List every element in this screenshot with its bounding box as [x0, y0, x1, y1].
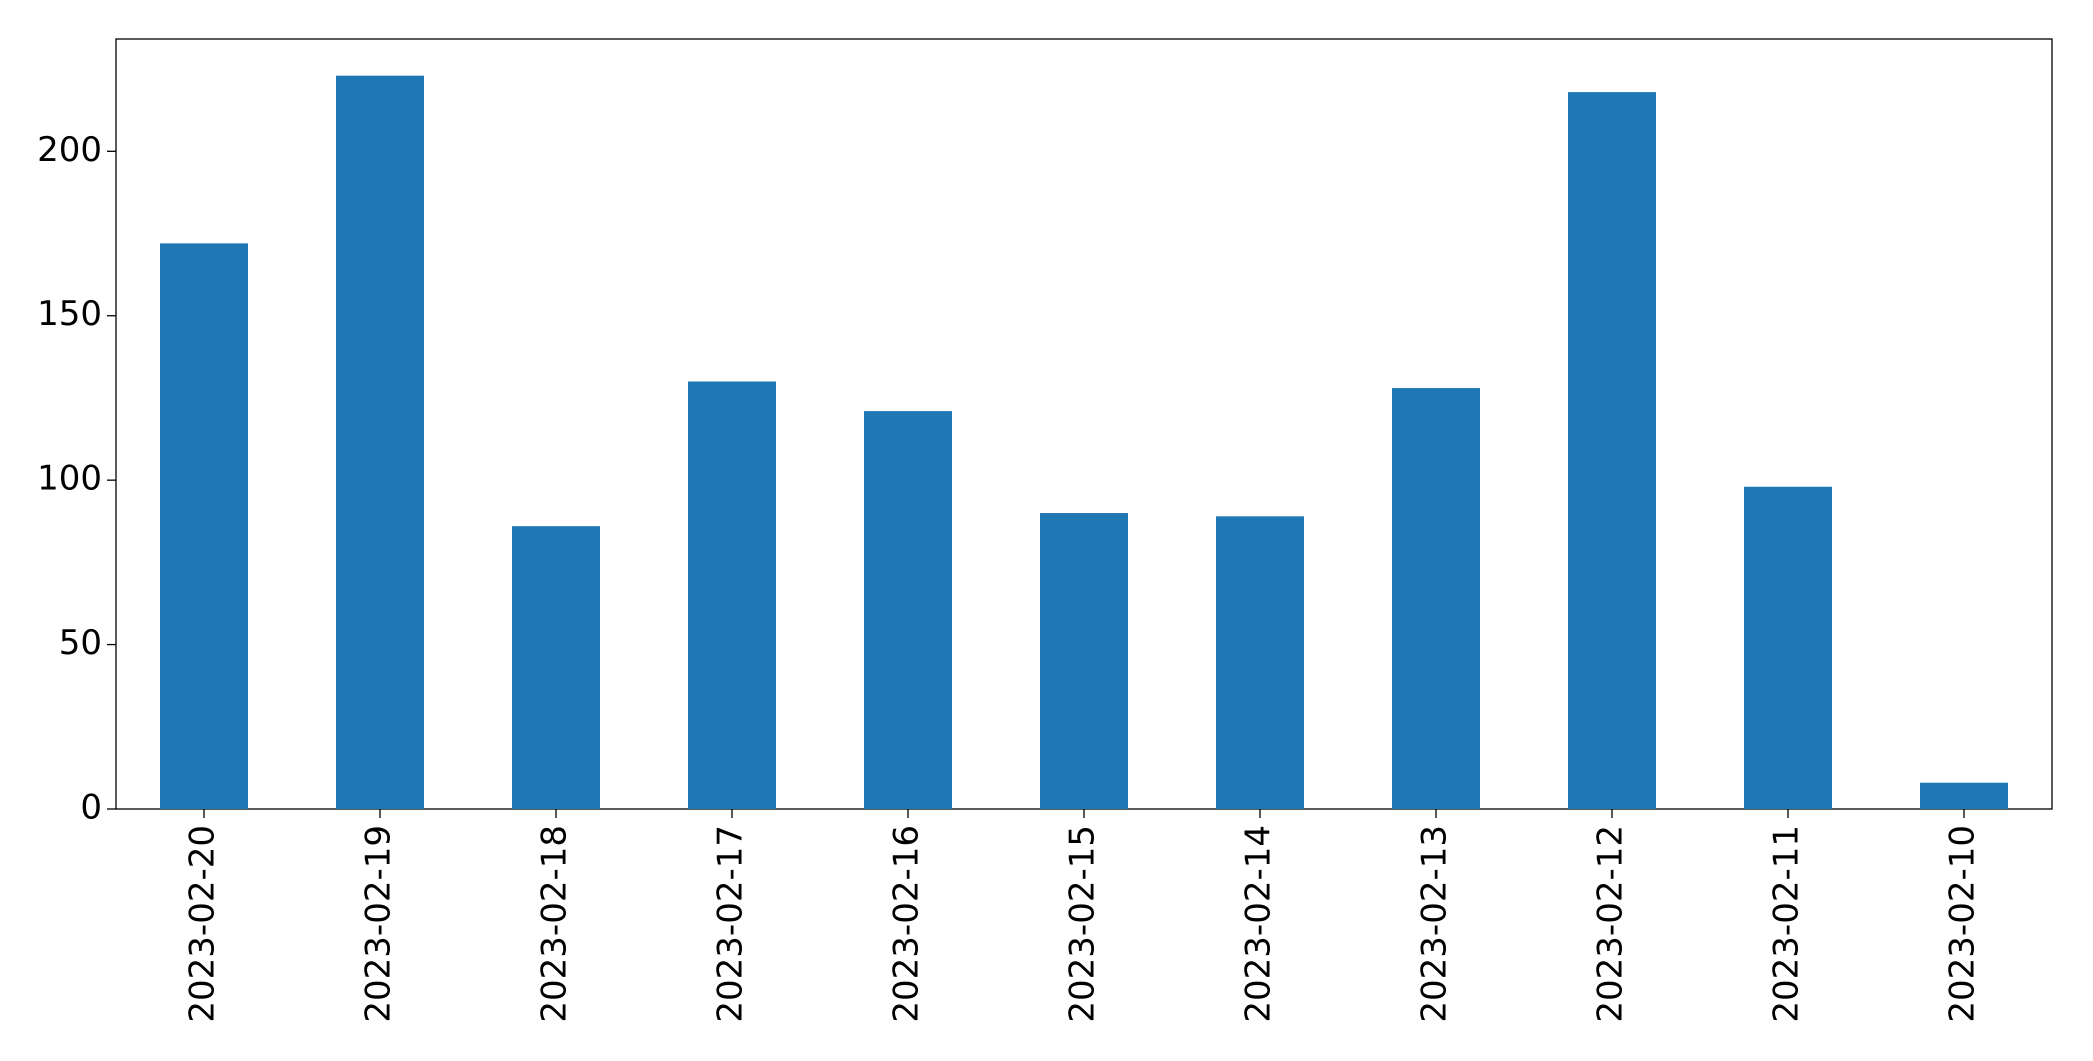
bar [160, 243, 248, 810]
bar [1040, 513, 1128, 809]
bar [1568, 92, 1656, 809]
y-tick-label: 50 [59, 623, 102, 663]
y-tick-label: 200 [37, 130, 102, 170]
bar [1744, 486, 1832, 809]
x-tick-label: 2023-02-10 [1943, 825, 1983, 1023]
y-tick-label: 100 [37, 459, 102, 499]
x-tick-label: 2023-02-11 [1767, 825, 1807, 1023]
bar [512, 526, 600, 809]
y-tick-label: 150 [37, 294, 102, 334]
bar [1920, 782, 2008, 809]
x-tick-label: 2023-02-13 [1415, 825, 1455, 1023]
bar [688, 381, 776, 809]
x-tick-label: 2023-02-20 [183, 825, 223, 1023]
bar [1392, 388, 1480, 809]
bar [336, 75, 424, 809]
x-tick-label: 2023-02-18 [535, 825, 575, 1023]
x-tick-label: 2023-02-15 [1063, 825, 1103, 1023]
x-tick-label: 2023-02-12 [1591, 825, 1631, 1023]
x-tick-label: 2023-02-16 [887, 825, 927, 1023]
y-tick-label: 0 [80, 788, 102, 828]
bar [864, 411, 952, 809]
bar [1216, 516, 1304, 809]
x-tick-label: 2023-02-17 [711, 825, 751, 1023]
x-tick-label: 2023-02-19 [359, 825, 399, 1023]
x-tick-label: 2023-02-14 [1239, 825, 1279, 1023]
